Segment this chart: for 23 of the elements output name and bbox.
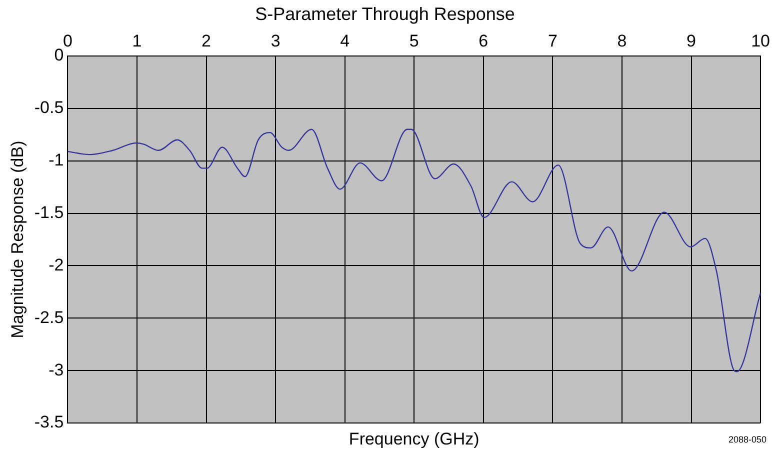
x-tick-label: 3 — [270, 31, 280, 50]
x-tick-label: 1 — [132, 31, 142, 50]
x-tick-label: 6 — [478, 31, 488, 50]
chart-title: S-Parameter Through Response — [255, 4, 515, 24]
y-tick-label: -0.5 — [34, 98, 64, 118]
y-tick-label: -1.5 — [34, 202, 64, 222]
text: 2088-050 — [728, 434, 767, 444]
y-tick-label: -3.5 — [34, 412, 64, 432]
y-tick-label: 0 — [54, 46, 64, 65]
x-tick-label: 8 — [617, 31, 627, 50]
x-tick-label: 7 — [548, 31, 558, 50]
y-tick-label: -2.5 — [34, 308, 64, 327]
y-tick-label: -2 — [48, 255, 64, 274]
x-tick-label: 2 — [202, 31, 211, 50]
x-tick-label: 10 — [751, 31, 770, 50]
y-tick-label: -1 — [48, 150, 64, 170]
x-tick-label: 5 — [409, 31, 419, 50]
x-tick-label: 4 — [340, 31, 350, 50]
x-axis-title: Frequency (GHz) — [348, 430, 480, 449]
y-axis-title: Magnitude Response (dB) — [8, 140, 27, 338]
x-tick-label: 9 — [686, 31, 696, 50]
y-tick-label: -3 — [48, 360, 64, 380]
line-series — [68, 128, 761, 372]
